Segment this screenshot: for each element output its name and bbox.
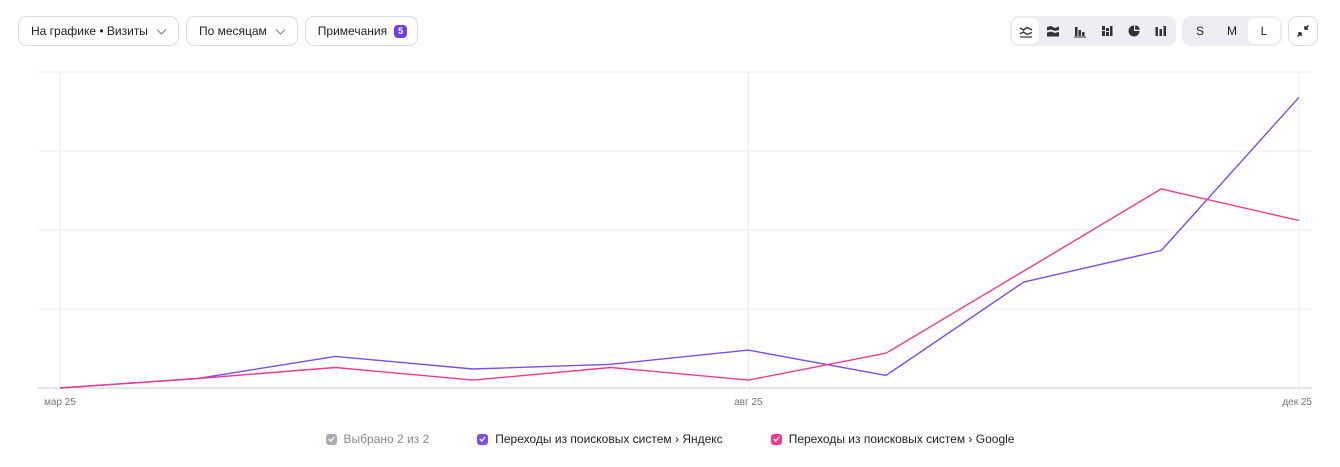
x-tick-label: авг 25 [734,397,763,408]
chart-toolbar: На графике • Визиты По месяцам Примечани… [18,16,419,46]
series-line-yandex [59,96,1300,389]
metric-dropdown[interactable]: На графике • Визиты [18,16,179,46]
chart-type-lines-button[interactable] [1012,18,1039,44]
period-dropdown[interactable]: По месяцам [185,16,298,46]
legend-item-label: Переходы из поисковых систем › Google [788,432,1015,446]
size-s-button[interactable]: S [1195,24,1204,38]
notes-count-badge: 5 [394,24,408,38]
notes-label: Примечания [317,24,388,38]
columns-icon [1073,27,1086,38]
chart-type-pie-button[interactable] [1120,18,1147,44]
chart-type-stacked-columns-button[interactable] [1093,18,1120,44]
legend-item-label: Переходы из поисковых систем › Яндекс [495,432,723,446]
visits-line-chart: мар 25 авг 25 дек 25 [38,71,1312,408]
checkbox-icon [477,433,489,445]
chevron-down-icon [275,28,286,35]
collapse-chart-button[interactable] [1288,16,1318,46]
stacked-area-icon [1046,26,1059,37]
chart-type-switcher [1010,16,1176,46]
chart-type-bars-button[interactable] [1147,18,1174,44]
chart-legend: Выбрано 2 из 2 Переходы из поисковых сис… [0,432,1340,446]
x-tick-label: мар 25 [44,397,76,408]
notes-button[interactable]: Примечания 5 [304,16,419,46]
series-line-google [59,188,1300,389]
chart-size-switcher: S M L [1182,16,1282,46]
legend-item-yandex[interactable]: Переходы из поисковых систем › Яндекс [477,432,723,446]
bars-icon [1155,26,1166,36]
checkbox-icon [325,433,337,445]
collapse-icon [1297,25,1309,37]
lines-icon [1019,26,1032,38]
legend-item-google[interactable]: Переходы из поисковых систем › Google [770,432,1015,446]
checkbox-icon [770,433,782,445]
chevron-down-icon [156,28,167,35]
stacked-columns-icon [1101,26,1112,36]
period-dropdown-label: По месяцам [198,24,267,38]
metric-dropdown-label: На графике • Визиты [31,24,148,38]
size-m-button[interactable]: M [1227,24,1237,38]
chart-type-area-button[interactable] [1039,18,1066,44]
x-tick-label: дек 25 [1282,397,1312,408]
chart-type-columns-button[interactable] [1066,18,1093,44]
chart-view-controls: S M L [1010,16,1318,46]
pie-icon [1128,25,1140,37]
legend-selected-label: Выбрано 2 из 2 [343,432,430,446]
size-l-button[interactable]: L [1248,18,1280,44]
legend-selected-toggle[interactable]: Выбрано 2 из 2 [325,432,430,446]
